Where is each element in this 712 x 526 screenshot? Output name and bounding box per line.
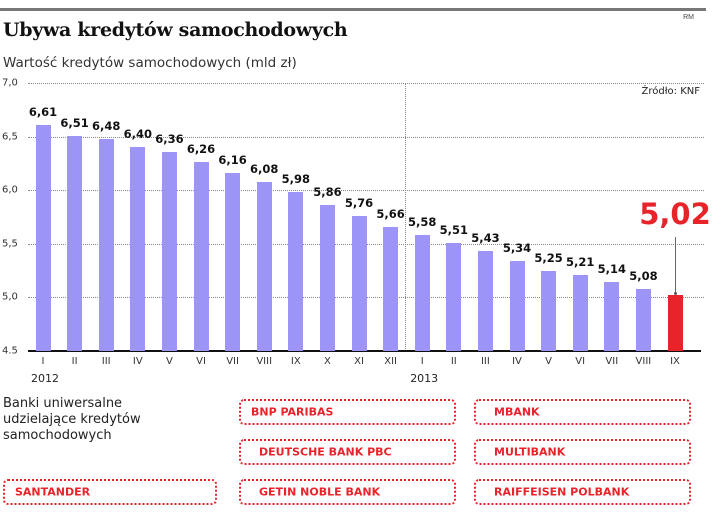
x-tick-label: X [323,356,331,367]
bank-bnp-paribas: BNP PARIBAS [239,399,456,425]
bank-name: GETIN NOBLE BANK [259,485,381,499]
value-label: 6,36 [155,131,184,146]
top-rule [0,8,706,11]
bar [635,288,651,351]
author-credit: RM [683,14,694,21]
bar [193,162,209,351]
bar [477,251,493,351]
value-label: 6,26 [186,142,216,157]
gridline [28,83,704,84]
x-tick-label: XI [354,356,364,367]
bar [67,135,83,351]
x-tick-label: V [165,356,173,367]
bank-getin-noble-bank: GETIN NOBLE BANK [239,479,456,505]
value-label: 5,14 [597,262,626,277]
bar [572,274,588,351]
value-label: 5,43 [471,231,500,246]
bank-raiffeisen-polbank: RAIFFEISEN POLBANK [474,479,691,505]
value-label: 6,08 [250,161,279,176]
x-tick-label: VIII [635,356,652,367]
bank-name: BNP PARIBAS [251,405,334,419]
value-label: 5,98 [281,172,310,187]
value-label: 6,16 [218,153,247,168]
x-tick-label: XII [384,356,397,367]
bar [161,151,177,351]
y-tick-label: 6,0 [2,184,18,196]
x-tick-label: II [71,356,78,367]
bar [98,138,114,351]
value-label: 6,40 [123,127,152,142]
x-tick-label: V [545,356,553,367]
gridline [28,190,704,191]
bar [319,205,335,351]
x-tick-label: I [41,356,45,367]
x-tick-label: III [480,356,490,367]
bar [225,173,241,351]
x-tick-label: VI [196,356,206,367]
value-label: 5,21 [566,254,595,269]
value-label: 5,66 [376,206,405,221]
label-pointer-line [675,237,676,295]
x-axis-line [28,350,701,352]
bar [541,270,557,351]
bank-name: MULTIBANK [494,445,566,459]
bank-mbank: MBANK [474,399,691,425]
bank-deutsche-bank-pbc: DEUTSCHE BANK PBC [239,439,456,465]
bank-name: DEUTSCHE BANK PBC [259,445,392,459]
x-tick-label: VII [605,356,619,367]
value-label: 5,76 [344,195,374,210]
chart-title: Ubywa kredytów samochodowych [3,19,348,41]
value-label: 6,51 [60,115,89,130]
bar-highlight [667,295,683,351]
label-pointer-dot [674,292,677,296]
value-label: 6,61 [28,104,58,119]
bank-name: MBANK [494,405,540,419]
year-label: 2013 [410,372,439,385]
chart-subtitle: Wartość kredytów samochodowych (mld zł) [3,55,297,71]
x-tick-label: VIII [256,356,273,367]
bar [256,181,272,351]
x-tick-label: IX [670,356,680,367]
bank-name: RAIFFEISEN POLBANK [494,485,630,499]
value-label: 5,08 [629,268,658,283]
x-tick-label: VI [575,356,586,367]
bar [604,282,620,351]
x-tick-label: IV [512,356,522,367]
value-label: 5,58 [408,215,437,230]
value-label: 6,48 [92,118,121,133]
y-tick-label: 5,5 [2,238,18,250]
bank-name: SANTANDER [15,485,91,499]
year-label: 2012 [31,372,59,385]
x-tick-label: I [420,356,424,367]
bar [35,124,51,351]
bar [288,192,304,351]
y-tick-label: 5,0 [2,291,18,303]
x-tick-label: VII [226,356,239,367]
gridline [28,137,704,138]
x-tick-label: IX [290,356,301,367]
bank-multibank: MULTIBANK [474,439,691,465]
x-tick-label: III [101,356,111,367]
source-note: Źródło: KNF [641,86,700,97]
value-label: 5,86 [313,185,342,200]
value-label: 5,25 [534,250,563,265]
bar [130,147,146,351]
banks-heading: Banki uniwersalne udzielające kredytów s… [3,396,141,443]
y-tick-label: 7,0 [2,77,18,89]
bar [414,235,430,351]
y-tick-label: 6,5 [2,131,18,143]
value-label: 5,34 [502,240,532,255]
value-label: 5,51 [439,222,468,237]
bar [446,242,462,351]
bar [509,260,525,351]
bank-santander: SANTANDER [3,479,217,505]
year-separator [405,83,406,351]
value-label-highlight: 5,02 [639,197,711,232]
x-tick-label: II [450,356,457,367]
bar [351,215,367,351]
y-tick-label: 4.5 [2,345,18,357]
x-tick-label: IV [132,356,143,367]
bar [383,226,399,351]
